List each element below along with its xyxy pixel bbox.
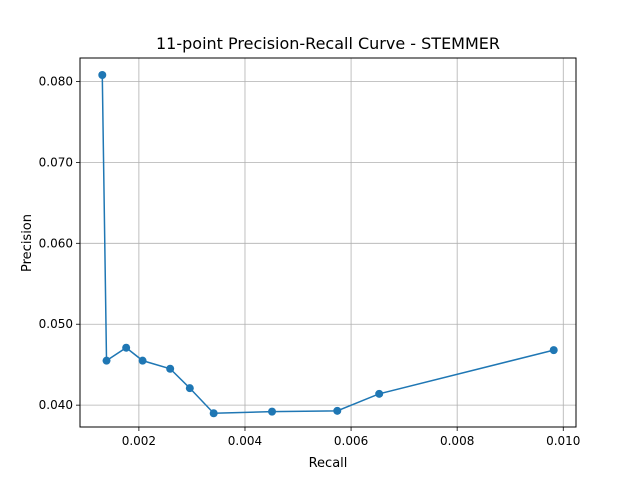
y-axis-label: Precision: [20, 214, 35, 272]
y-tick-label: 0.080: [39, 74, 73, 88]
data-point: [375, 389, 384, 398]
series-layer: [98, 70, 558, 418]
data-point: [102, 356, 111, 365]
grid-lines: [80, 58, 576, 427]
data-point: [549, 346, 558, 355]
data-point: [209, 409, 218, 418]
data-point: [122, 343, 131, 352]
x-tick-label: 0.006: [334, 434, 368, 448]
axis-ticks: 0.002 0.004 0.006 0.008 0.010 0.040 0.050 0.060…: [39, 74, 581, 448]
x-tick-label: 0.004: [228, 434, 262, 448]
chart-title: 11-point Precision-Recall Curve - STEMME…: [156, 34, 500, 53]
y-tick-label: 0.060: [39, 236, 73, 250]
y-tick-label: 0.040: [39, 398, 73, 412]
data-point: [333, 406, 342, 415]
y-tick-label: 0.070: [39, 155, 73, 169]
data-point: [166, 364, 175, 373]
data-point: [138, 356, 147, 365]
x-axis-label: Recall: [309, 456, 348, 471]
data-point: [98, 70, 107, 79]
series-line: [101, 74, 554, 414]
data-point: [268, 407, 277, 416]
x-tick-label: 0.010: [546, 434, 580, 448]
x-tick-label: 0.002: [122, 434, 156, 448]
data-point: [185, 384, 194, 393]
x-tick-label: 0.008: [440, 434, 474, 448]
y-tick-label: 0.050: [39, 317, 73, 331]
plot-area-frame: [79, 57, 577, 428]
